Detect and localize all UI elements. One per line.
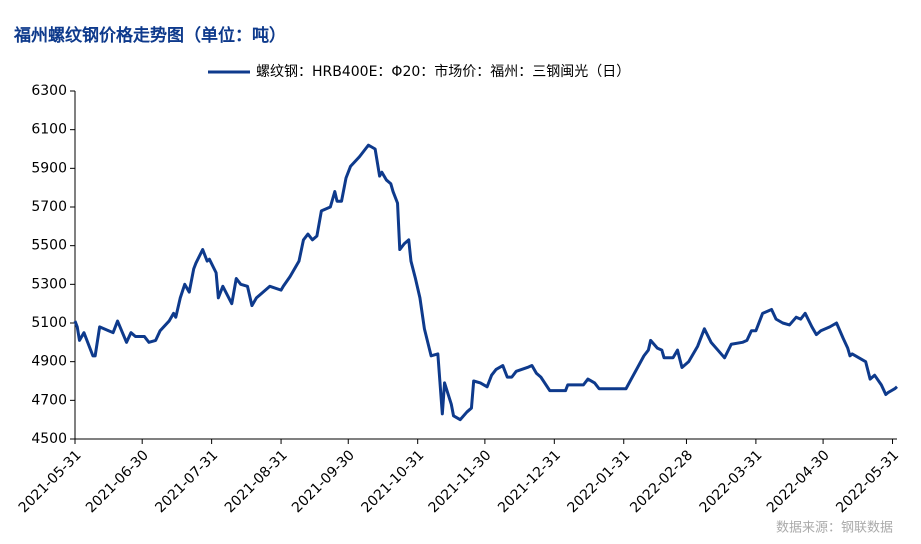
y-tick-label: 4500 [31,431,67,447]
x-tick-label: 2021-11-30 [426,447,495,516]
x-tick-label: 2022-01-31 [565,447,634,516]
y-tick-label: 4900 [31,354,67,370]
y-tick-label: 5500 [31,238,67,254]
x-tick-label: 2021-06-30 [83,447,152,516]
x-tick-label: 2022-02-28 [627,447,696,516]
y-tick-label: 5100 [31,315,67,331]
legend-label: 螺纹钢：HRB400E：Φ20：市场价：福州：三钢闽光（日） [256,63,630,80]
source: 数据来源：钢联数据 [776,521,893,536]
y-tick-label: 6100 [31,122,67,138]
y-tick-label: 5900 [31,160,67,176]
x-tick-label: 2021-08-31 [222,447,291,516]
x-tick-label: 2021-10-31 [358,447,427,516]
x-tick-label: 2021-12-31 [495,447,564,516]
line-series [73,143,898,422]
x-tick-label: 2022-05-31 [833,447,902,516]
y-tick-label: 6300 [31,83,67,99]
y-tick-label: 5300 [31,276,67,292]
x-tick-label: 2021-09-30 [289,447,358,516]
x-tick-label: 2022-03-31 [697,447,766,516]
y-tick-label: 5700 [31,199,67,215]
y-tick-label: 4700 [31,392,67,408]
chart-title: 福州螺纹钢价格走势图（单位：吨） [13,25,286,46]
x-tick-label: 2021-05-31 [16,447,85,516]
x-tick-label: 2022-04-30 [764,447,833,516]
x-tick-label: 2021-07-31 [152,447,221,516]
